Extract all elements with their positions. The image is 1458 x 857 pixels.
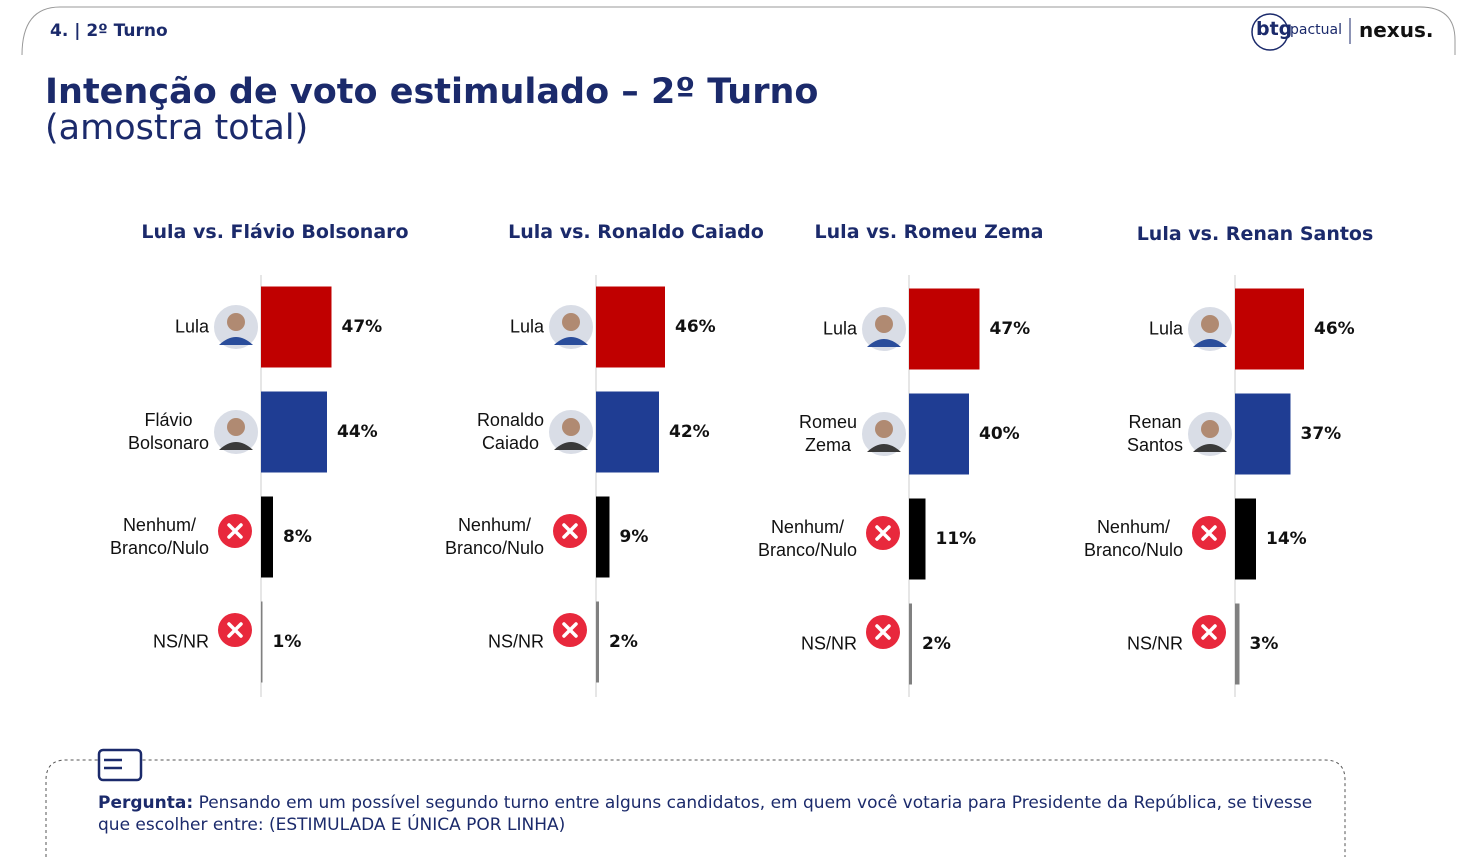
avatar-head [227,313,245,331]
avatar-body [219,442,253,450]
avatar-head [562,418,580,436]
category-label: Lula [174,316,209,337]
category-label: NS/NR [487,631,544,652]
bar [261,391,327,473]
section-label: 4. | 2º Turno [50,21,168,41]
value-label: 40% [979,424,1020,444]
value-label: 11% [935,529,977,549]
bar [909,498,926,580]
bar [596,601,599,683]
value-label: 46% [675,317,716,337]
chart-title: Lula vs. Ronaldo Caiado [508,221,764,243]
avatar-head [227,418,245,436]
avatar-body [867,444,901,452]
none-icon-x [227,523,243,539]
chart-title: Lula vs. Flávio Bolsonaro [141,221,409,243]
bar [1235,288,1304,370]
value-label: 2% [922,634,951,654]
none-icon-x [875,525,891,541]
avatar-body [867,339,901,347]
bar [1235,498,1256,580]
page-title: Intenção de voto estimulado – 2º Turno [45,72,819,112]
avatar-body [554,442,588,450]
category-label: Nenhum/ Branco/Nulo [109,515,209,558]
category-label: Lula [509,316,544,337]
logo-ring [1251,13,1289,51]
logo-nexus: nexus. [1359,18,1434,42]
category-label: NS/NR [1126,633,1183,654]
value-label: 14% [1266,529,1307,549]
none-icon-x [1201,624,1217,640]
value-label: 37% [1300,424,1342,444]
category-label: Renan Santos [1126,412,1183,455]
none-icon-x [1201,525,1217,541]
bar [261,286,332,368]
category-label: Ronaldo Caiado [476,410,544,453]
none-icon-x [562,523,578,539]
bar [1235,393,1291,475]
bar [909,288,980,370]
value-label: 47% [341,317,383,337]
category-label: Romeu Zema [798,412,857,455]
bar [596,286,665,368]
category-label: Nenhum/ Branco/Nulo [757,517,857,560]
avatar-head [875,315,893,333]
question: Pergunta: Pensando em um possível segund… [98,792,1328,836]
avatar-body [219,337,253,345]
question-icon [97,748,143,782]
none-icon-x [875,624,891,640]
question-frame [45,759,1346,857]
value-label: 47% [989,319,1031,339]
category-label: Lula [822,318,857,339]
logo-pactual: pactual [1290,22,1342,38]
avatar-body [554,337,588,345]
chart-title: Lula vs. Romeu Zema [814,221,1044,243]
none-icon-x [227,622,243,638]
category-label: Nenhum/ Branco/Nulo [1083,517,1183,560]
avatar-head [562,313,580,331]
category-label: NS/NR [152,631,209,652]
avatar-body [1193,444,1227,452]
bar [1235,603,1240,685]
value-label: 42% [669,422,710,442]
bar [909,603,912,685]
bar [909,393,969,475]
question-text: Pensando em um possível segundo turno en… [98,793,1313,835]
value-label: 1% [272,632,302,652]
avatar-head [1201,315,1219,333]
value-label: 2% [609,632,638,652]
avatar-body [1193,339,1227,347]
value-label: 46% [1314,319,1355,339]
question-label: Pergunta: [98,793,194,813]
value-label: 44% [337,422,378,442]
bar [261,601,263,683]
value-label: 8% [283,527,312,547]
bar [596,391,659,473]
value-label: 9% [619,527,649,547]
chart-title: Lula vs. Renan Santos [1136,223,1374,245]
avatar-head [1201,420,1219,438]
category-label: Lula [1148,318,1183,339]
category-label: Flávio Bolsonaro [127,410,209,453]
category-label: Nenhum/ Branco/Nulo [444,515,544,558]
value-label: 3% [1249,634,1279,654]
header-frame [21,6,1456,56]
category-label: NS/NR [800,633,857,654]
none-icon-x [562,622,578,638]
logo-btg: btg [1256,18,1293,40]
page-subtitle: (amostra total) [45,108,309,148]
bar [261,496,273,578]
bar [596,496,610,578]
avatar-head [875,420,893,438]
